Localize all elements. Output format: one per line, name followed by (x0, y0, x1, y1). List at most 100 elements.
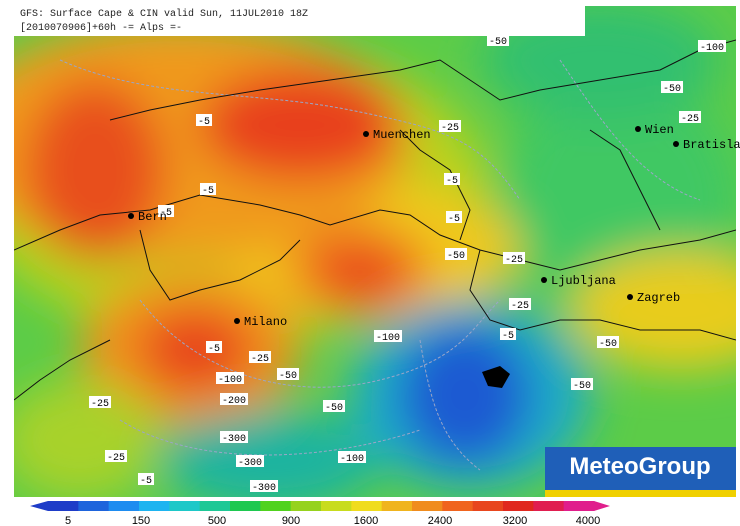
contour-label: -5 (160, 208, 172, 219)
contour-label: -25 (511, 301, 529, 312)
city-label: Bratisla (683, 138, 740, 152)
colorbar-swatch (321, 501, 352, 511)
colorbar-swatch (381, 501, 413, 511)
contour-label-box (104, 450, 128, 462)
contour-label: -25 (505, 255, 523, 266)
contour-label-box (248, 351, 272, 363)
contour-label-box (88, 396, 112, 408)
contour-label-box (195, 114, 213, 126)
contour-label-box (137, 473, 155, 485)
colorbar-tick-label: 4000 (576, 515, 600, 526)
contour-label-box (596, 336, 620, 348)
contour-label-box (443, 173, 461, 185)
colorbar-swatch (412, 501, 443, 511)
contour-label: -50 (489, 37, 507, 48)
contour-label-box (373, 330, 403, 342)
colorbar-swatch (78, 501, 110, 511)
colorbar-swatch (563, 501, 595, 511)
city-dot (673, 141, 679, 147)
contour-label-box (570, 378, 594, 390)
contour-label: -50 (663, 84, 681, 95)
city-label: Ljubljana (551, 274, 616, 288)
contour-label: -200 (222, 396, 246, 407)
contour-label-box (444, 248, 468, 260)
colorbar-swatch (260, 501, 292, 511)
contour-label: -100 (218, 375, 242, 386)
contour-label-box (235, 455, 265, 467)
logo-box: MeteoGroup (545, 447, 736, 497)
contour-label-box (249, 480, 279, 492)
colorbar-swatch (442, 501, 474, 511)
city-dot (234, 318, 240, 324)
contour-label-box (486, 34, 510, 46)
colorbar-swatch (351, 501, 383, 511)
header-line: [2010070906]+60h -= Alps =- (20, 22, 182, 34)
colorbar-tick-label: 5 (65, 515, 71, 526)
contour-label: -25 (107, 453, 125, 464)
contour-label: -5 (448, 214, 460, 225)
colorbar-swatch (533, 501, 565, 511)
contours (59, 59, 701, 471)
colorbar-swatch (230, 501, 261, 511)
colorbar-swatch (169, 501, 201, 511)
borders (14, 39, 736, 401)
colorbar-swatch (139, 501, 170, 511)
header-line: GFS: Surface Cape & CIN valid Sun, 11JUL… (20, 8, 308, 20)
colorbar-swatch (199, 501, 231, 511)
contour-label: -100 (376, 333, 400, 344)
contour-label: -5 (140, 476, 152, 487)
contour-label-box (276, 368, 300, 380)
contour-label: -50 (599, 339, 617, 350)
city-label: Wien (645, 123, 674, 137)
colorbar-arrow (594, 501, 610, 511)
city-label: Zagreb (637, 291, 680, 305)
colorbar-tick-label: 900 (282, 515, 300, 526)
logo: MeteoGroup (569, 453, 710, 480)
contour-label: -50 (279, 371, 297, 382)
city-label: Bern (138, 210, 167, 224)
contour-label: -300 (222, 434, 246, 445)
contour-label-box (438, 120, 462, 132)
colorbar-tick-label: 500 (208, 515, 226, 526)
contour-label-box (219, 393, 249, 405)
colorbar-swatch (48, 501, 79, 511)
colorbar-arrow (30, 501, 48, 511)
contour-label-box (502, 252, 526, 264)
contour-label-box (337, 451, 367, 463)
contour-label-box (660, 81, 684, 93)
contour-label-box (215, 372, 245, 384)
colorbar-tick-label: 2400 (428, 515, 452, 526)
contour-label: -50 (447, 251, 465, 262)
contour-label-box (205, 341, 223, 353)
contour-label-box (697, 40, 727, 52)
contour-label: -300 (252, 483, 276, 494)
contour-label: -25 (441, 123, 459, 134)
contour-label-box (157, 205, 175, 217)
contour-label-box (219, 431, 249, 443)
contour-label: -5 (446, 176, 458, 187)
contour-label: -25 (251, 354, 269, 365)
contour-label-box (199, 183, 217, 195)
city-dot (363, 131, 369, 137)
colorbar-swatch (108, 501, 140, 511)
contour-label: -5 (502, 331, 514, 342)
contour-label-box (508, 298, 532, 310)
colorbar-tick-label: 3200 (503, 515, 527, 526)
contour-label: -100 (340, 454, 364, 465)
contour-label: -50 (573, 381, 591, 392)
colorbar-swatch (290, 501, 322, 511)
contour-label: -300 (238, 458, 262, 469)
colorbar-tick-label: 1600 (354, 515, 378, 526)
city-dot (635, 126, 641, 132)
city-label: Muenchen (373, 128, 431, 142)
city-dot (541, 277, 547, 283)
city-label: Milano (244, 315, 287, 329)
contour-label: -25 (91, 399, 109, 410)
colorbar-tick-label: 150 (132, 515, 150, 526)
colorbar-swatch (503, 501, 534, 511)
contour-label: -5 (198, 117, 210, 128)
contour-label: -50 (325, 403, 343, 414)
contour-label: -25 (681, 114, 699, 125)
colorbar-swatch (472, 501, 504, 511)
